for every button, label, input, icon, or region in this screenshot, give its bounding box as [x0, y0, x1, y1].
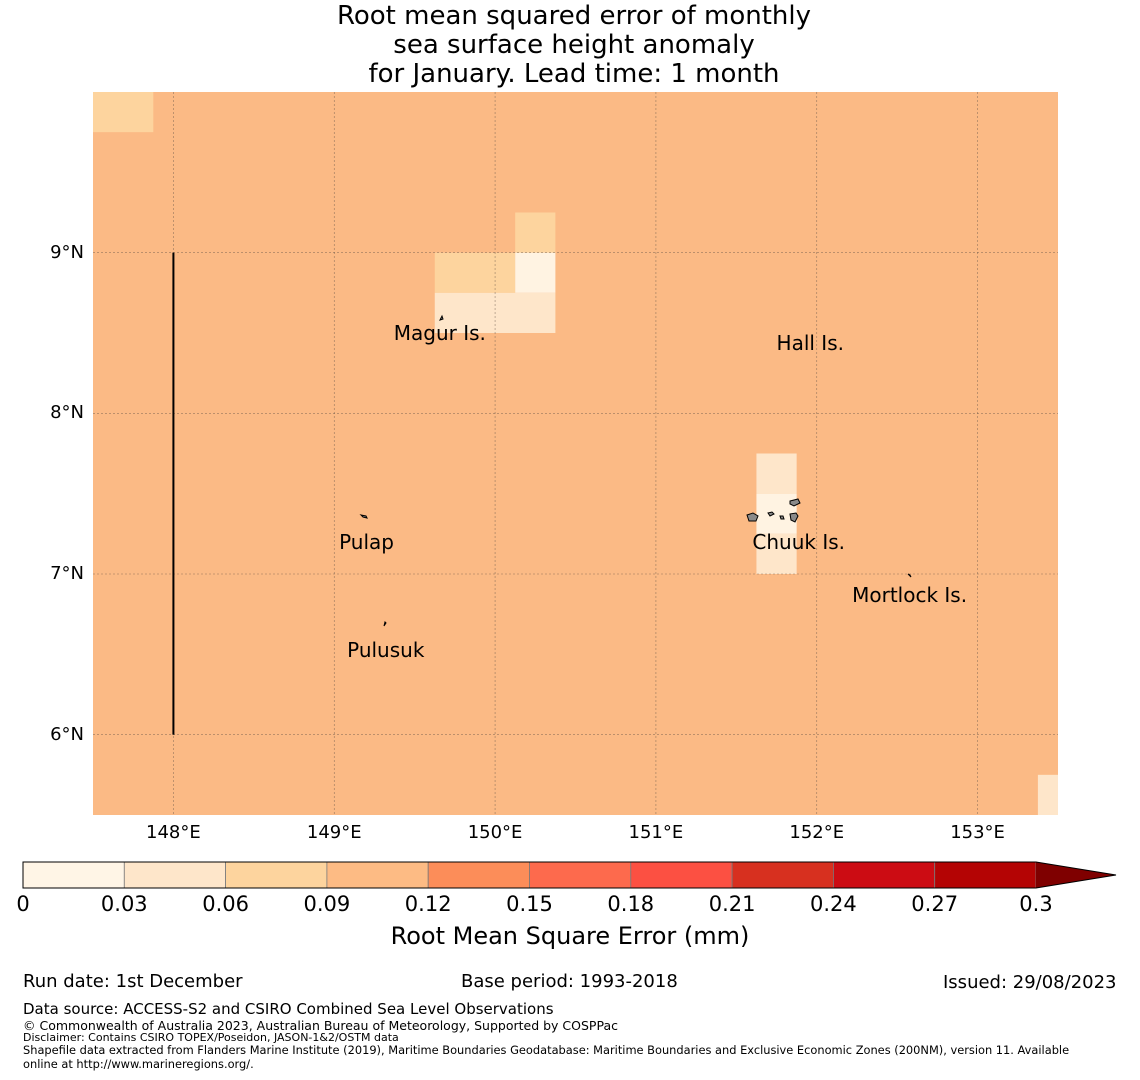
run-date: Run date: 1st December	[23, 971, 243, 992]
colorbar-segment	[833, 861, 936, 889]
colorbar-segment	[22, 861, 125, 889]
longitude-label: 152°E	[789, 822, 845, 843]
base-period: Base period: 1993-2018	[461, 971, 678, 992]
longitude-label: 148°E	[146, 822, 201, 843]
error-cell	[756, 533, 797, 574]
colorbar-segment	[123, 861, 227, 889]
colorbar-segment	[731, 861, 834, 889]
colorbar-tick-label: 0.09	[303, 892, 351, 916]
error-cell	[756, 453, 797, 494]
island-shape	[439, 314, 444, 321]
error-cell	[515, 252, 556, 293]
colorbar-segment	[934, 861, 1037, 889]
island-shape	[767, 511, 775, 517]
colorbar-segment	[427, 861, 530, 889]
colorbar-tick-label: 0.21	[708, 892, 756, 916]
disclaimer: Disclaimer: Contains CSIRO TOPEX/Poseido…	[23, 1031, 399, 1044]
error-cell	[1037, 774, 1058, 815]
colorbar-tick-label: 0	[16, 892, 30, 916]
error-cells	[93, 92, 1058, 815]
colorbar	[22, 861, 1117, 889]
chart-title: Root mean squared error of monthly sea s…	[240, 2, 908, 89]
island-shape	[789, 512, 799, 523]
shapefile-credit-line-2: online at http://www.marineregions.org/.	[23, 1057, 254, 1071]
latitude-label: 8°N	[50, 402, 84, 424]
place-label: Pulap	[339, 529, 394, 554]
island-shape	[359, 514, 368, 519]
title-line-1: Root mean squared error of monthly	[336, 1, 812, 31]
island-shape	[907, 573, 912, 578]
island-shape	[789, 498, 801, 507]
shapefile-credit-line-1: Shapefile data extracted from Flanders M…	[23, 1043, 1070, 1057]
island-shape	[779, 515, 785, 520]
colorbar-tick-label: 0.06	[202, 892, 249, 916]
error-cell	[93, 92, 154, 133]
island-shape	[383, 621, 387, 627]
longitude-label: 153°E	[950, 822, 1005, 843]
colorbar-segment	[225, 861, 328, 889]
copyright: © Commonwealth of Australia 2023, Austra…	[23, 1018, 618, 1033]
title-line-3: for January. Lead time: 1 month	[368, 59, 780, 89]
colorbar-tick-label: 0.18	[607, 892, 655, 916]
longitude-label: 149°E	[306, 822, 362, 843]
map-canvas	[22, 92, 1117, 889]
graticule	[93, 92, 1058, 815]
colorbar-tick-label: 0.24	[810, 892, 857, 916]
colorbar-segment	[326, 861, 429, 889]
place-label: Pulusuk	[347, 637, 425, 662]
colorbar-tick-label: 0.03	[100, 892, 148, 916]
colorbar-extend-arrow	[1036, 862, 1116, 888]
colorbar-tick-label: 0.27	[911, 892, 959, 916]
longitude-label: 150°E	[467, 822, 523, 843]
colorbar-tick-label: 0.15	[506, 892, 553, 916]
longitude-label: 151°E	[628, 822, 684, 843]
error-cell	[515, 212, 556, 253]
latitude-label: 6°N	[50, 723, 84, 745]
issued-date: Issued: 29/08/2023	[943, 972, 1117, 993]
data-source: Data source: ACCESS-S2 and CSIRO Combine…	[23, 1000, 554, 1018]
place-label: Chuuk Is.	[752, 529, 846, 554]
island-shape	[746, 512, 759, 522]
island-shapes	[359, 314, 912, 627]
colorbar-label: Root Mean Square Error (mm)	[390, 922, 750, 950]
place-label: Mortlock Is.	[852, 582, 968, 607]
latitude-label: 9°N	[50, 241, 84, 263]
place-label: Magur Is.	[393, 321, 486, 345]
place-label: Hall Is.	[776, 330, 844, 355]
colorbar-tick-label: 0.12	[404, 892, 452, 916]
colorbar-outline	[22, 861, 1117, 889]
colorbar-segment	[630, 861, 733, 889]
error-cell	[434, 252, 516, 293]
title-line-2: sea surface height anomaly	[393, 30, 755, 60]
colorbar-tick-label: 0.3	[1019, 892, 1053, 916]
map-background	[93, 92, 1058, 815]
colorbar-segment	[529, 861, 632, 889]
latitude-label: 7°N	[50, 563, 84, 584]
